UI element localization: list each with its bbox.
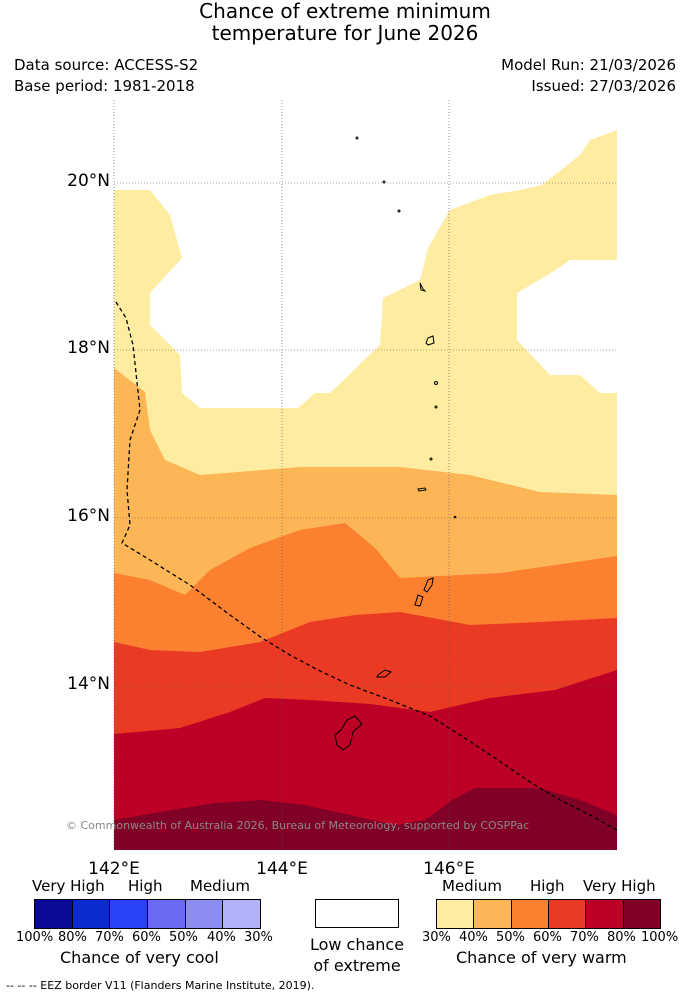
warm-swatch-60 [548,900,587,928]
cool-tick-80: 80% [58,930,87,945]
meta-left: Data source: ACCESS-S2 Base period: 1981… [14,55,198,97]
lat-label-20n: 20°N [67,171,110,191]
neutral-caption-line-2: of extreme [313,956,401,975]
cool-tick-30: 30% [244,930,273,945]
model-run: Model Run: 21/03/2026 [501,56,676,74]
lon-label-146e: 146°E [423,859,475,879]
warm-tick-60: 60% [533,930,562,945]
cool-tick-100: 100% [16,930,54,945]
copyright-notice: © Commonwealth of Australia 2026, Bureau… [66,819,530,832]
cool-swatch-60 [148,900,186,928]
cool-colorbar [34,899,261,929]
warm-tick-80: 80% [607,930,636,945]
map-title: Chance of extreme minimum temperature fo… [0,0,690,44]
warm-swatch-40 [474,900,512,928]
cool-swatch-70 [110,900,149,928]
island-outlines [334,136,457,751]
neutral-swatch [315,899,399,928]
low-chance-region-north [114,100,617,408]
warm-swatch-70 [586,900,624,928]
cool-swatch-50 [185,900,224,928]
title-line-1: Chance of extreme minimum [199,0,491,23]
warm-header-very-high: Very High [583,877,656,895]
lon-label-144e: 144°E [256,859,308,879]
lat-label-16n: 16°N [67,506,110,526]
warm-tick-50: 50% [496,930,525,945]
lat-label-14n: 14°N [67,674,110,694]
cool-header-high: High [128,877,163,895]
eez-border [115,301,618,831]
issued-date: Issued: 27/03/2026 [531,77,676,95]
warm-swatch-30 [437,900,475,928]
cool-tick-40: 40% [207,930,236,945]
warm-header-high: High [530,877,565,895]
cool-tick-50: 50% [169,930,198,945]
lat-label-18n: 18°N [67,338,110,358]
warm-colorbar [436,899,661,929]
warm-tick-30: 30% [422,930,451,945]
title-line-2: temperature for June 2026 [211,21,479,45]
cool-header-medium: Medium [190,877,250,895]
base-period: Base period: 1981-2018 [14,77,195,95]
cool-swatch-100 [35,900,73,928]
neutral-caption: Low chance of extreme [296,934,418,976]
warm-swatch-80 [623,900,660,928]
warm-caption: Chance of very warm [456,948,627,967]
warm-tick-40: 40% [459,930,488,945]
probability-fill-layers [114,100,617,850]
lon-label-142e: 142°E [88,859,140,879]
eez-footnote: -- -- -- EEZ border V11 (Flanders Marine… [6,979,315,992]
low-chance-region-east [517,260,617,393]
cool-tick-60: 60% [132,930,161,945]
neutral-caption-line-1: Low chance [309,935,405,954]
warm-tick-100: 100% [641,930,679,945]
band-80 [114,788,617,850]
grid-lines [113,100,617,850]
cool-tick-70: 70% [95,930,124,945]
cool-swatch-40 [223,900,261,928]
cool-swatch-80 [72,900,111,928]
warm-header-medium: Medium [442,877,502,895]
cool-caption: Chance of very cool [60,948,219,967]
warm-tick-70: 70% [570,930,599,945]
data-source: Data source: ACCESS-S2 [14,56,199,74]
meta-right: Model Run: 21/03/2026 Issued: 27/03/2026 [501,55,676,97]
warm-swatch-50 [511,900,549,928]
cool-header-very-high: Very High [32,877,105,895]
